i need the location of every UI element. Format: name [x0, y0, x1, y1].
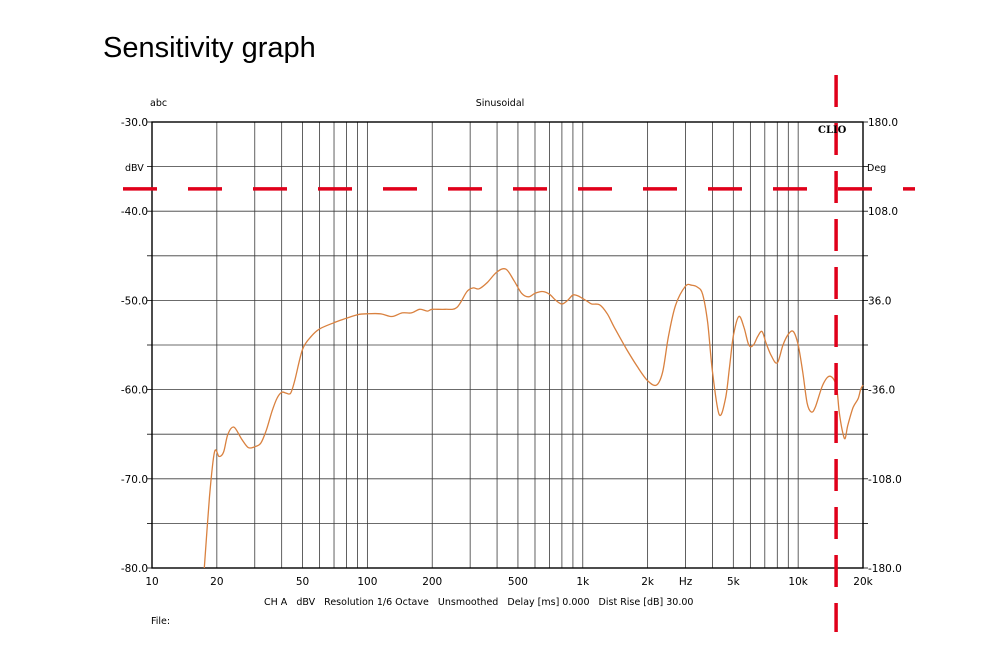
grid-layer: [152, 122, 863, 568]
right-tick-label: -180.0: [868, 563, 902, 575]
x-tick-label: Hz: [679, 576, 693, 588]
right-tick-label: -36.0: [868, 385, 895, 397]
right-tick-label: 108.0: [868, 206, 898, 218]
page-title: Sensitivity graph: [103, 32, 316, 64]
x-tick-label: 1k: [576, 576, 590, 588]
y-tick-label: -30.0: [121, 117, 148, 129]
x-tick-label: 10k: [788, 576, 808, 588]
file-label: File:: [151, 616, 170, 627]
x-tick-label: 20k: [853, 576, 873, 588]
brand-logo: CLIO: [818, 125, 847, 136]
ticks-layer: -30.0 -40.0 -50.0 -60.0 -70.0 -80.0 180.0 108.0…: [121, 117, 902, 588]
x-tick-label: 100: [357, 576, 377, 588]
x-tick-label: 500: [508, 576, 528, 588]
footer-settings: CH A dBV Resolution 1/6 Octave Unsmoothe…: [264, 597, 693, 608]
right-tick-label: 36.0: [868, 295, 891, 307]
overlay-layer: [123, 75, 915, 632]
y-tick-label: -80.0: [121, 563, 148, 575]
x-tick-label: 200: [422, 576, 442, 588]
x-tick-label: 10: [145, 576, 158, 588]
left-axis-label: dBV: [125, 163, 144, 174]
x-tick-label: 5k: [727, 576, 741, 588]
y-tick-label: -50.0: [121, 295, 148, 307]
y-tick-label: -60.0: [121, 385, 148, 397]
chart-title: Sinusoidal: [476, 98, 525, 109]
left-unit-label: abc: [150, 98, 167, 109]
x-tick-label: 20: [210, 576, 223, 588]
right-tick-label: 180.0: [868, 117, 898, 129]
y-tick-label: -70.0: [121, 474, 148, 486]
x-tick-label: 2k: [641, 576, 655, 588]
response-curve: [203, 268, 864, 569]
right-axis-label: Deg: [867, 163, 886, 174]
y-tick-label: -40.0: [121, 206, 148, 218]
x-tick-label: 50: [296, 576, 309, 588]
right-tick-label: -108.0: [868, 474, 902, 486]
